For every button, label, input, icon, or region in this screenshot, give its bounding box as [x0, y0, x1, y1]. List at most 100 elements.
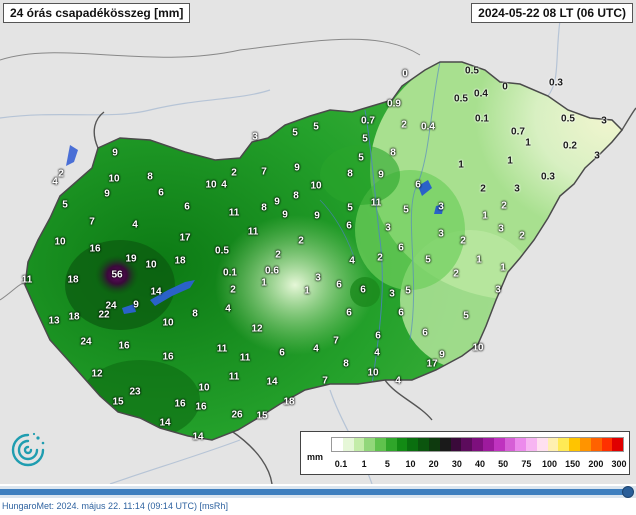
station-value: 7	[333, 335, 339, 347]
station-value: 0	[502, 81, 508, 93]
station-value: 10	[162, 317, 174, 329]
station-value: 18	[67, 274, 79, 286]
station-value: 0.7	[361, 115, 375, 127]
legend-tick-label: 300	[611, 459, 627, 469]
station-value: 56	[111, 269, 123, 281]
station-value: 1	[304, 285, 310, 297]
station-value: 4	[52, 176, 58, 188]
station-value: 3	[315, 272, 321, 284]
station-value: 3	[514, 183, 520, 195]
station-value: 2	[298, 235, 304, 247]
legend-swatch	[332, 438, 343, 451]
station-value: 3	[594, 150, 600, 162]
station-value: 2	[230, 284, 236, 296]
legend-swatch	[579, 438, 591, 451]
station-value: 0.3	[549, 77, 563, 89]
station-value: 2	[453, 268, 459, 280]
legend-swatch	[418, 438, 430, 451]
station-value: 1	[525, 137, 531, 149]
station-value: 6	[398, 307, 404, 319]
station-value: 17	[179, 232, 191, 244]
station-value: 7	[322, 375, 328, 387]
legend-swatch	[493, 438, 505, 451]
station-value: 10	[108, 173, 120, 185]
station-value: 11	[239, 352, 251, 364]
station-value: 2	[460, 235, 466, 247]
station-value: 12	[91, 368, 103, 380]
legend-swatch	[450, 438, 462, 451]
station-value: 5	[405, 285, 411, 297]
station-value: 6	[336, 279, 342, 291]
station-value: 1	[507, 155, 513, 167]
station-value: 11	[247, 226, 259, 238]
station-value: 14	[150, 286, 162, 298]
station-value: 3	[438, 201, 444, 213]
timeline-scrollbar[interactable]	[0, 486, 636, 498]
station-value: 7	[261, 166, 267, 178]
station-value: 12	[251, 323, 263, 335]
station-value: 0.6	[265, 265, 279, 277]
legend-swatch	[461, 438, 473, 451]
station-value: 11	[228, 371, 240, 383]
station-value: 8	[261, 202, 267, 214]
station-value: 9	[133, 299, 139, 311]
station-value: 24	[105, 300, 117, 312]
hungaromet-logo-icon	[11, 432, 45, 467]
station-value: 11	[370, 197, 382, 209]
station-value: 1	[500, 262, 506, 274]
station-value: 16	[89, 243, 101, 255]
station-value: 3	[385, 222, 391, 234]
station-value: 9	[314, 210, 320, 222]
station-value: 7	[89, 216, 95, 228]
legend-tick-label: 5	[384, 459, 390, 469]
station-value: 10	[367, 367, 379, 379]
timeline-progress	[0, 489, 625, 495]
station-value: 3	[252, 131, 258, 143]
legend-tick-label: 30	[451, 459, 462, 469]
station-value: 23	[129, 386, 141, 398]
station-value: 3	[495, 284, 501, 296]
station-value: 4	[221, 179, 227, 191]
station-value: 4	[313, 343, 319, 355]
station-value: 4	[132, 219, 138, 231]
legend-swatch	[342, 438, 354, 451]
station-value: 4	[395, 375, 401, 387]
station-value: 0.1	[475, 113, 489, 125]
legend-swatch	[472, 438, 483, 451]
station-value: 4	[225, 303, 231, 315]
station-value: 6	[158, 187, 164, 199]
legend-tick-label: 100	[541, 459, 558, 469]
station-value: 2	[401, 119, 407, 131]
timeline-handle[interactable]	[622, 486, 634, 498]
legend-swatch	[407, 438, 419, 451]
station-value: 8	[192, 308, 198, 320]
station-value: 8	[343, 358, 349, 370]
legend-tick-label: 50	[498, 459, 509, 469]
station-value: 9	[104, 188, 110, 200]
station-value: 6	[346, 307, 352, 319]
station-value: 0.4	[421, 121, 435, 133]
station-value: 6	[375, 330, 381, 342]
station-value: 10	[310, 180, 322, 192]
station-value: 6	[346, 220, 352, 232]
station-value: 0.5	[465, 65, 479, 77]
station-value: 5	[292, 127, 298, 139]
station-value: 10	[472, 342, 484, 354]
station-value: 18	[283, 396, 295, 408]
station-value: 26	[231, 409, 243, 421]
station-value: 9	[112, 147, 118, 159]
station-value: 14	[159, 417, 171, 429]
station-value: 18	[68, 311, 80, 323]
station-value: 6	[398, 242, 404, 254]
station-value: 0.2	[563, 140, 577, 152]
station-value: 10	[54, 236, 66, 248]
station-value: 16	[174, 398, 186, 410]
station-value: 3	[438, 228, 444, 240]
station-value: 10	[205, 179, 217, 191]
station-value: 15	[112, 396, 124, 408]
station-value: 5	[313, 121, 319, 133]
station-value: 0.3	[541, 171, 555, 183]
legend-swatch	[547, 438, 559, 451]
legend-tick-label: 75	[521, 459, 532, 469]
